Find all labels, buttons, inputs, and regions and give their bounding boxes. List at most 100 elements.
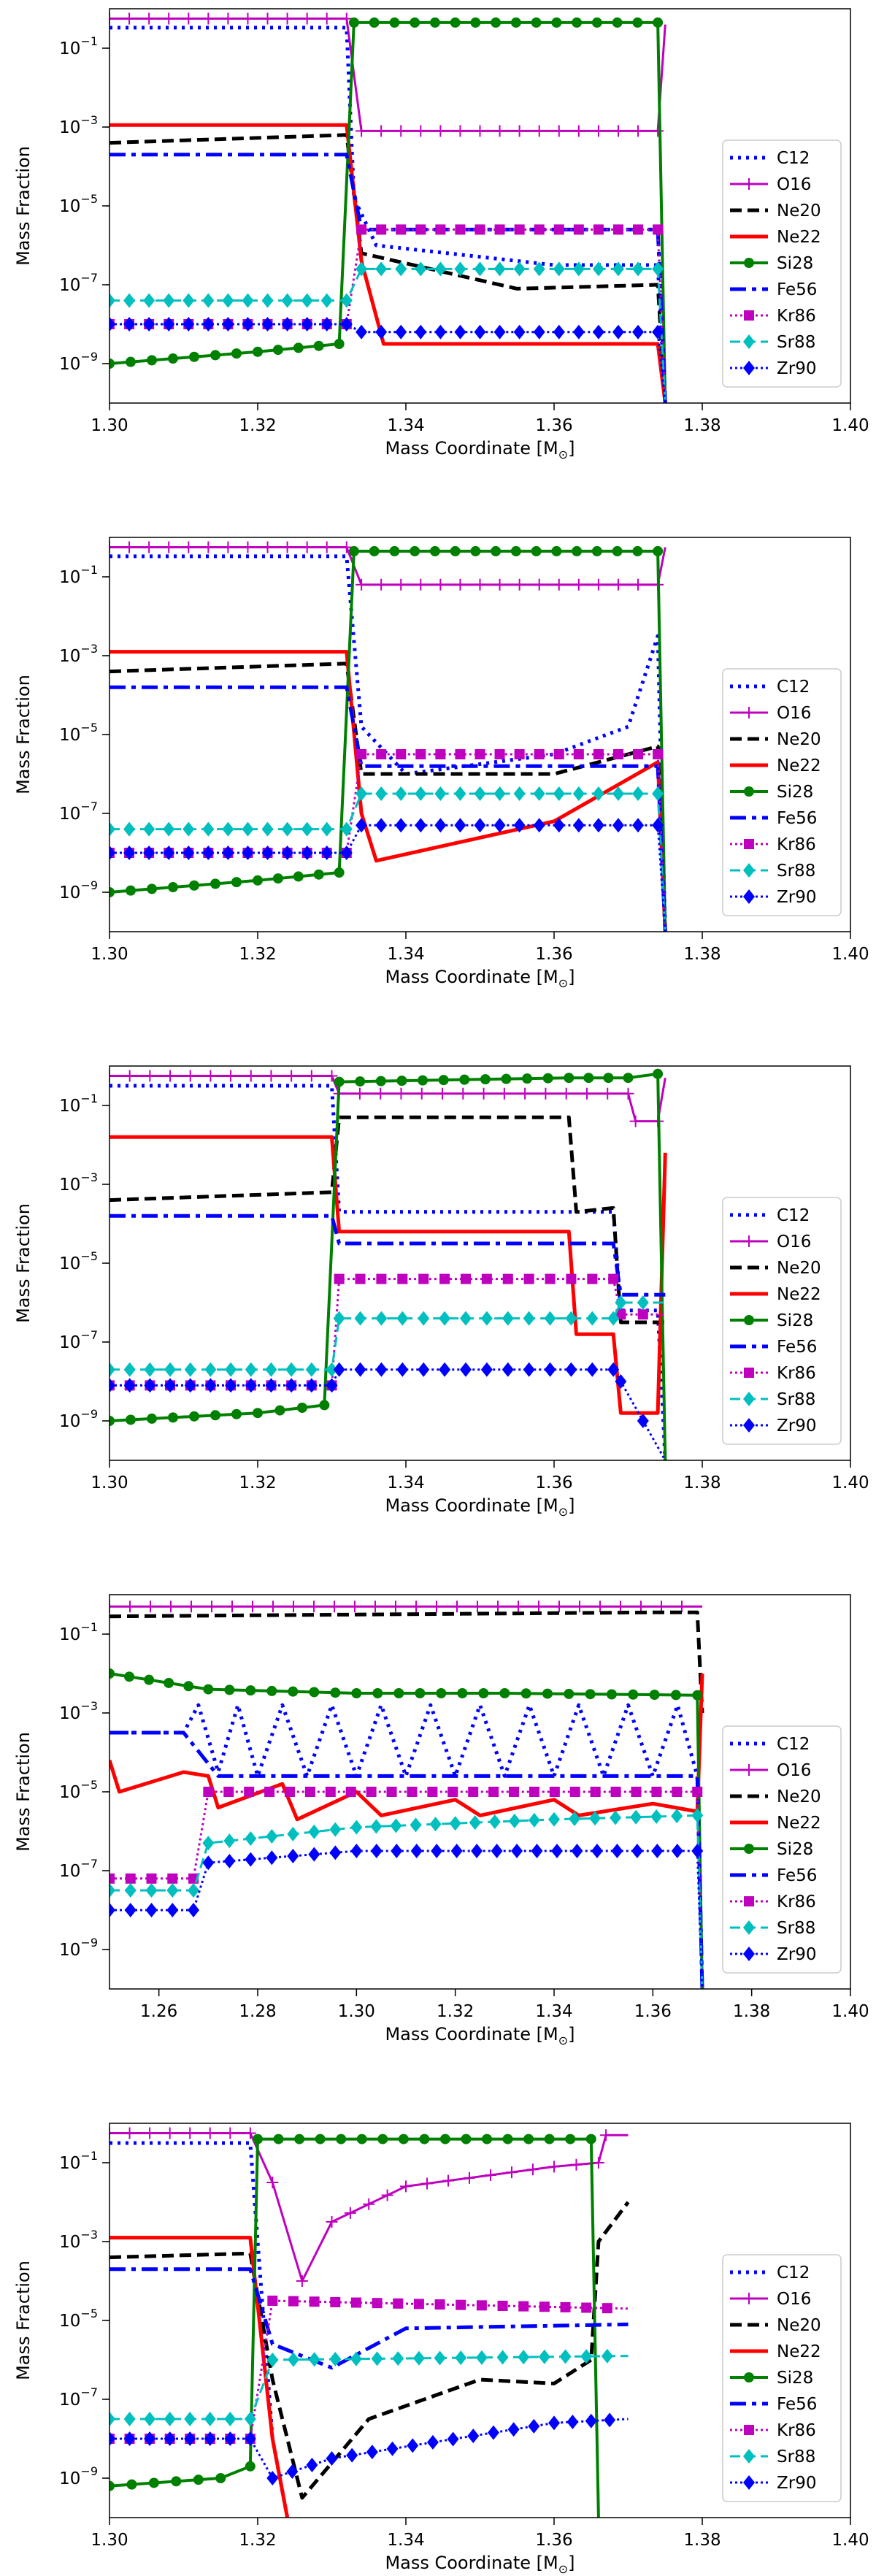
sr88-marker bbox=[305, 1362, 318, 1377]
zr90-marker bbox=[184, 1378, 196, 1393]
o16-marker bbox=[202, 541, 215, 553]
o16-marker bbox=[247, 1601, 258, 1613]
zr90-marker bbox=[242, 846, 254, 860]
o16-marker bbox=[163, 12, 175, 25]
legend-label-ne22: Ne22 bbox=[777, 1814, 821, 1833]
series-markers-kr86 bbox=[110, 1787, 703, 1884]
kr86-marker bbox=[553, 224, 564, 235]
si28-marker bbox=[522, 1073, 533, 1084]
si28-marker bbox=[461, 2134, 472, 2144]
sr88-marker bbox=[523, 1311, 535, 1326]
sr88-marker bbox=[475, 2350, 488, 2365]
si28-marker bbox=[670, 1690, 681, 1701]
o16-marker bbox=[285, 1070, 298, 1082]
si28-marker bbox=[470, 545, 481, 556]
si28-marker bbox=[231, 348, 242, 359]
kr86-marker bbox=[587, 1273, 598, 1284]
zr90-marker bbox=[326, 2451, 338, 2466]
legend-kr86-marker bbox=[744, 2425, 754, 2435]
o16-marker bbox=[676, 1601, 688, 1613]
o16-marker bbox=[592, 578, 604, 591]
sr88-marker bbox=[415, 786, 427, 801]
o16-marker bbox=[395, 125, 407, 137]
o16-marker bbox=[652, 125, 664, 137]
zr90-marker bbox=[474, 818, 486, 833]
o16-marker bbox=[144, 1070, 156, 1082]
sr88-marker bbox=[454, 786, 466, 801]
sr88-marker bbox=[396, 1311, 409, 1326]
y-tick-label: 10−9 bbox=[59, 1407, 98, 1431]
o16-marker bbox=[600, 2129, 612, 2142]
sr88-marker bbox=[607, 1311, 620, 1326]
y-axis-label: Mass Fraction bbox=[13, 1732, 34, 1852]
y-tick-label: 10−1 bbox=[59, 563, 98, 587]
zr90-marker bbox=[202, 317, 215, 331]
sr88-marker bbox=[548, 1812, 560, 1827]
o16-marker bbox=[123, 1070, 136, 1082]
zr90-marker bbox=[611, 1844, 623, 1858]
x-axis-label: Mass Coordinate [M⊙] bbox=[385, 967, 575, 990]
legend-label-fe56: Fe56 bbox=[777, 2395, 817, 2414]
o16-marker bbox=[206, 1601, 218, 1613]
sr88-marker bbox=[371, 2351, 383, 2366]
sr88-marker bbox=[586, 1311, 599, 1326]
zr90-marker bbox=[143, 846, 155, 860]
si28-marker bbox=[436, 1688, 447, 1698]
series-markers-kr86 bbox=[110, 1273, 648, 1391]
zr90-marker bbox=[493, 818, 506, 833]
sr88-marker bbox=[340, 293, 353, 308]
kr86-marker bbox=[397, 1273, 408, 1284]
zr90-marker bbox=[566, 2415, 579, 2430]
si28-marker bbox=[245, 1685, 256, 1696]
kr86-marker bbox=[518, 2301, 529, 2312]
si28-marker bbox=[168, 882, 178, 893]
zr90-marker bbox=[223, 1853, 236, 1868]
x-tick-label: 1.30 bbox=[91, 945, 128, 964]
si28-marker bbox=[348, 17, 359, 28]
o16-marker bbox=[451, 1601, 463, 1613]
o16-marker bbox=[592, 125, 604, 137]
o16-marker bbox=[464, 2171, 475, 2184]
kr86-marker bbox=[330, 2296, 341, 2307]
sr88-marker bbox=[261, 821, 274, 837]
sr88-marker bbox=[488, 1814, 501, 1830]
legend-sr88-marker bbox=[743, 2449, 755, 2464]
y-tick-label: 10−3 bbox=[59, 642, 98, 666]
sr88-marker bbox=[612, 786, 624, 801]
sr88-marker bbox=[308, 2352, 320, 2367]
sr88-marker bbox=[375, 786, 388, 801]
o16-marker bbox=[513, 125, 526, 137]
zr90-marker bbox=[286, 2464, 299, 2479]
series-line-c12 bbox=[110, 26, 667, 403]
series-markers-si28 bbox=[110, 2134, 596, 2491]
y-axis-label: Mass Fraction bbox=[13, 146, 34, 266]
si28-marker bbox=[293, 871, 304, 882]
sr88-marker bbox=[301, 821, 313, 837]
sr88-marker bbox=[163, 293, 175, 308]
zr90-marker bbox=[110, 317, 115, 331]
sr88-marker bbox=[110, 1883, 115, 1898]
zr90-marker bbox=[301, 317, 313, 331]
zr90-marker bbox=[308, 1847, 320, 1862]
sr88-marker bbox=[144, 2412, 156, 2426]
zr90-marker bbox=[454, 324, 466, 340]
kr86-marker bbox=[439, 1273, 450, 1284]
kr86-marker bbox=[633, 224, 644, 235]
si28-marker bbox=[632, 17, 643, 28]
sr88-marker bbox=[671, 1809, 683, 1824]
zr90-marker bbox=[222, 317, 234, 331]
sr88-marker bbox=[123, 293, 136, 308]
kr86-marker bbox=[612, 224, 623, 235]
series-line-o16 bbox=[110, 18, 666, 132]
sr88-marker bbox=[123, 2412, 136, 2426]
legend-label-o16: O16 bbox=[777, 704, 811, 723]
zr90-marker bbox=[110, 1378, 115, 1393]
zr90-marker bbox=[370, 1844, 383, 1858]
si28-marker bbox=[124, 1671, 135, 1682]
si28-marker bbox=[429, 545, 440, 556]
si28-marker bbox=[692, 1690, 703, 1701]
kr86-marker bbox=[264, 1787, 275, 1797]
zr90-marker bbox=[631, 1844, 643, 1858]
si28-marker bbox=[126, 356, 136, 367]
kr86-marker bbox=[427, 1787, 438, 1797]
